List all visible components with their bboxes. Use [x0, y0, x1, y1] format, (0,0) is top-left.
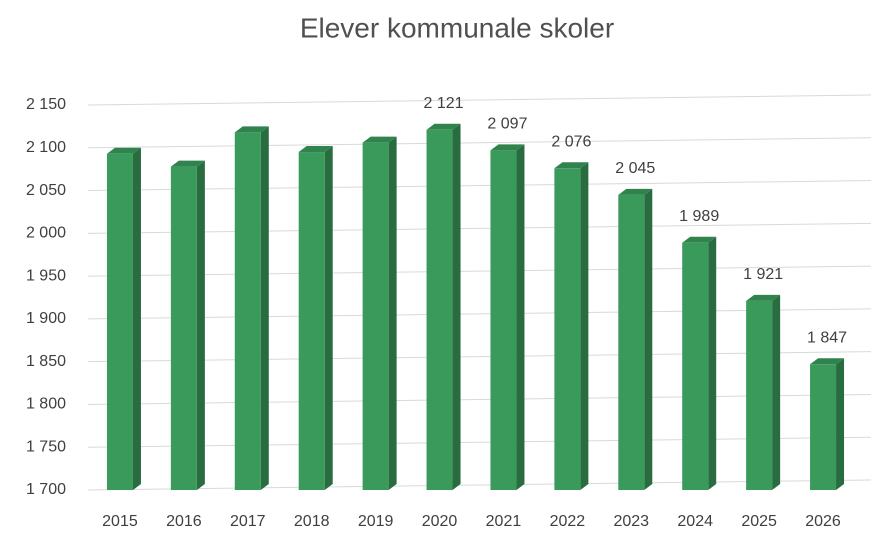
- bar: [362, 142, 389, 490]
- bar: [682, 242, 709, 490]
- bar-side: [324, 146, 333, 491]
- x-tick-label: 2023: [613, 513, 649, 530]
- bar-top: [362, 136, 397, 143]
- y-tick-label: 2 150: [26, 96, 66, 113]
- x-tick-label: 2026: [805, 513, 841, 530]
- bar-top: [810, 358, 845, 365]
- bar-top: [682, 236, 717, 243]
- data-label: 1 989: [679, 208, 719, 225]
- bar-top: [170, 160, 205, 167]
- y-tick-label: 2 000: [26, 225, 66, 242]
- x-tick-label: 2022: [550, 513, 586, 530]
- y-tick-label: 1 850: [26, 353, 66, 370]
- grid-line: [87, 479, 872, 491]
- grid-line: [87, 94, 872, 106]
- bar-side: [516, 144, 525, 490]
- grid-line: [87, 222, 872, 234]
- bar: [746, 300, 773, 490]
- y-tick-label: 1 900: [26, 310, 66, 327]
- bar: [490, 150, 517, 490]
- bar-top: [426, 123, 461, 130]
- bar: [106, 153, 133, 490]
- grid-line: [87, 351, 872, 363]
- bar-side: [772, 294, 781, 490]
- bar: [554, 168, 581, 491]
- x-tick-label: 2017: [230, 513, 266, 530]
- grid-line: [87, 308, 872, 320]
- bar: [426, 129, 453, 491]
- bar-side: [644, 188, 653, 491]
- x-tick-label: 2021: [486, 513, 522, 530]
- grid-line: [87, 436, 872, 448]
- x-tick-label: 2015: [102, 513, 138, 530]
- bar-top: [746, 294, 781, 301]
- bar-top: [234, 126, 269, 133]
- y-tick-label: 1 700: [26, 481, 66, 498]
- grid-line: [87, 180, 872, 192]
- bar: [618, 194, 645, 491]
- bar-side: [836, 358, 845, 490]
- bar: [234, 132, 261, 490]
- bar-top: [554, 162, 589, 169]
- grid-line: [87, 265, 872, 277]
- y-tick-label: 1 800: [26, 396, 66, 413]
- y-tick-label: 2 100: [26, 139, 66, 156]
- x-tick-label: 2018: [294, 513, 330, 530]
- y-tick-label: 2 050: [26, 182, 66, 199]
- grid-line: [87, 393, 872, 405]
- y-tick-label: 1 950: [26, 267, 66, 284]
- x-tick-label: 2016: [166, 513, 202, 530]
- bar-side: [452, 123, 461, 491]
- bar: [298, 152, 325, 491]
- bar-top: [106, 147, 141, 154]
- bar-side: [708, 236, 717, 490]
- bar-top: [298, 146, 333, 153]
- y-tick-label: 1 750: [26, 438, 66, 455]
- grid-line: [87, 137, 872, 149]
- bar-top: [618, 188, 653, 195]
- data-label: 2 045: [615, 160, 655, 177]
- data-label: 1 921: [743, 266, 783, 283]
- x-tick-label: 2019: [358, 513, 394, 530]
- data-label: 1 847: [807, 329, 847, 346]
- chart-title: Elever kommunale skoler: [300, 12, 614, 43]
- data-label: 2 097: [487, 116, 527, 133]
- x-tick-label: 2020: [422, 513, 458, 530]
- data-label: 2 121: [424, 95, 464, 112]
- bar: [810, 364, 837, 490]
- bar-side: [388, 136, 397, 490]
- bar-side: [132, 147, 141, 490]
- data-label: 2 076: [551, 134, 591, 151]
- x-tick-label: 2024: [677, 513, 713, 530]
- x-tick-label: 2025: [741, 513, 777, 530]
- bar-top: [490, 144, 525, 151]
- bar-side: [260, 126, 269, 490]
- bar-side: [196, 160, 205, 490]
- bar-side: [580, 162, 589, 491]
- bar: [170, 166, 197, 490]
